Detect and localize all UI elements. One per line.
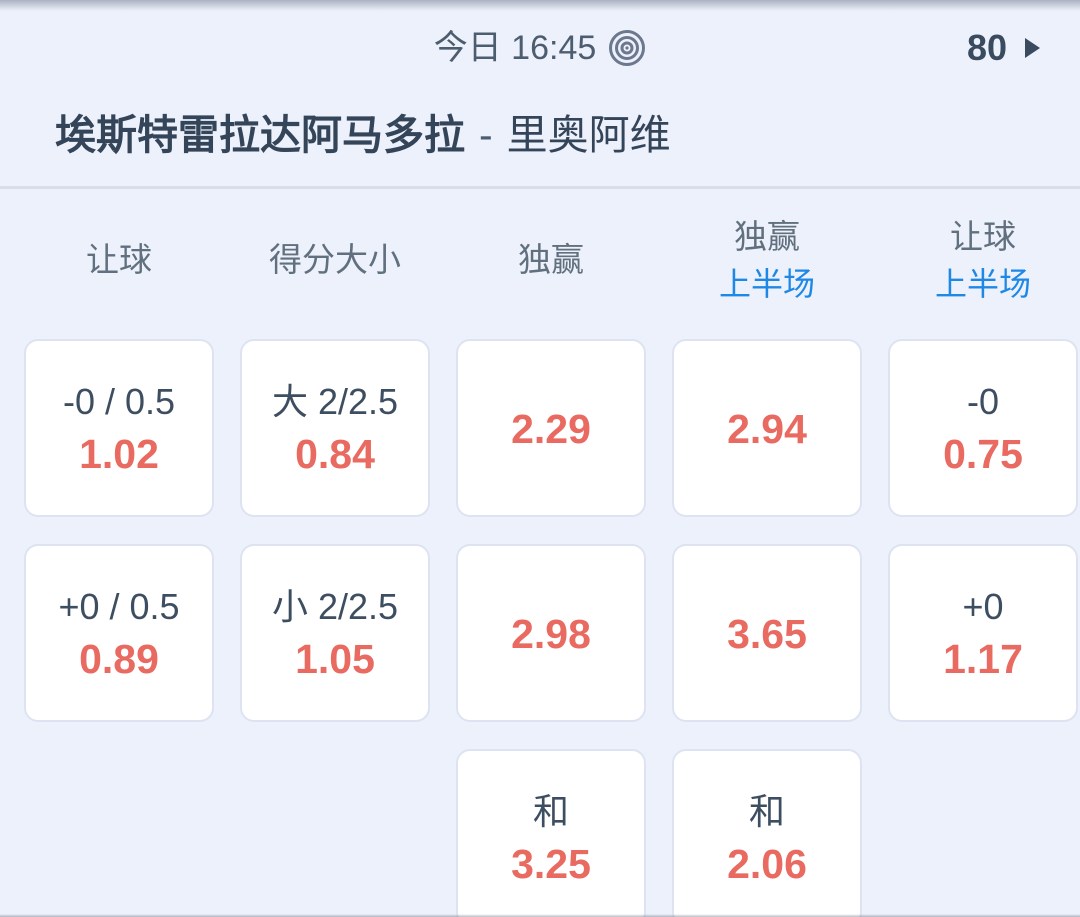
odds-value: 1.17 <box>943 635 1023 682</box>
odds-value: 0.89 <box>79 635 159 682</box>
odds-value: 0.75 <box>943 430 1023 477</box>
column-subtitle: 上半场 <box>934 266 1031 302</box>
odds-line-label: +0 <box>962 585 1004 627</box>
live-tracker-bullseye-icon[interactable] <box>608 29 646 67</box>
column-title: 独赢 <box>518 241 584 278</box>
column-title: 让球 <box>950 218 1016 255</box>
odds-value: 2.29 <box>511 406 591 452</box>
column-header-total-points: 得分大小 <box>240 236 430 284</box>
odds-row-1: -0 / 0.5 1.02 大 2/2.5 0.84 2.29 2.94 -0 … <box>0 339 1080 517</box>
odds-value: 1.02 <box>79 430 159 477</box>
match-meta-bar: 今日 16:45 80 <box>0 0 1080 70</box>
odds-line-label: +0 / 0.5 <box>58 585 180 627</box>
market-count-button[interactable]: 80 <box>967 26 1040 70</box>
odds-line-label: 和 <box>532 790 569 832</box>
odds-value: 1.05 <box>295 635 375 682</box>
odds-line-label: -0 <box>966 380 999 422</box>
match-time-group: 今日 16:45 <box>0 26 1080 70</box>
odds-line-label: 大 2/2.5 <box>271 380 399 422</box>
column-header-moneyline: 独赢 <box>456 236 646 284</box>
column-title: 独赢 <box>734 218 800 255</box>
empty-slot <box>240 749 430 917</box>
odds-card-moneyline-draw[interactable]: 和 3.25 <box>456 749 646 917</box>
column-header-handicap: 让球 <box>24 236 214 284</box>
odds-value: 3.65 <box>727 611 807 657</box>
chevron-right-icon <box>1025 38 1040 58</box>
column-title: 得分大小 <box>269 241 401 278</box>
odds-card-handicap-first-half-home[interactable]: -0 0.75 <box>888 339 1078 517</box>
odds-card-under[interactable]: 小 2/2.5 1.05 <box>240 544 430 722</box>
odds-value: 3.25 <box>511 840 591 887</box>
odds-card-moneyline-away[interactable]: 2.98 <box>456 544 646 722</box>
empty-slot <box>24 749 214 917</box>
odds-row-2: +0 / 0.5 0.89 小 2/2.5 1.05 2.98 3.65 +0 … <box>0 544 1080 722</box>
odds-value: 2.06 <box>727 840 807 887</box>
odds-card-handicap-first-half-away[interactable]: +0 1.17 <box>888 544 1078 722</box>
odds-card-moneyline-first-half-draw[interactable]: 和 2.06 <box>672 749 862 917</box>
match-title: 埃斯特雷拉达阿马多拉 - 里奥阿维 <box>0 106 1080 164</box>
odds-card-over[interactable]: 大 2/2.5 0.84 <box>240 339 430 517</box>
odds-row-3: 和 3.25 和 2.06 <box>0 749 1080 917</box>
home-team-name: 埃斯特雷拉达阿马多拉 <box>55 112 465 158</box>
odds-card-moneyline-home[interactable]: 2.29 <box>456 339 646 517</box>
odds-line-label: -0 / 0.5 <box>62 380 176 422</box>
divider <box>0 186 1080 189</box>
column-header-handicap-first-half: 让球 上半场 <box>888 213 1078 307</box>
odds-card-moneyline-first-half-home[interactable]: 2.94 <box>672 339 862 517</box>
column-subtitle: 上半场 <box>718 266 815 302</box>
team-separator: - <box>479 112 493 158</box>
away-team-name: 里奥阿维 <box>506 112 671 158</box>
odds-card-handicap-away[interactable]: +0 / 0.5 0.89 <box>24 544 214 722</box>
empty-slot <box>888 749 1078 917</box>
market-columns-header: 让球 得分大小 独赢 独赢 上半场 让球 上半场 <box>0 209 1080 311</box>
match-time-label: 今日 16:45 <box>433 29 597 67</box>
market-count: 80 <box>966 27 1007 68</box>
odds-value: 0.84 <box>295 430 375 477</box>
odds-value: 2.94 <box>727 406 807 452</box>
odds-line-label: 小 2/2.5 <box>271 585 399 627</box>
odds-value: 2.98 <box>511 611 591 657</box>
column-title: 让球 <box>86 241 152 278</box>
odds-card-handicap-home[interactable]: -0 / 0.5 1.02 <box>24 339 214 517</box>
column-header-moneyline-first-half: 独赢 上半场 <box>672 213 862 307</box>
odds-line-label: 和 <box>748 790 785 832</box>
odds-card-moneyline-first-half-away[interactable]: 3.65 <box>672 544 862 722</box>
